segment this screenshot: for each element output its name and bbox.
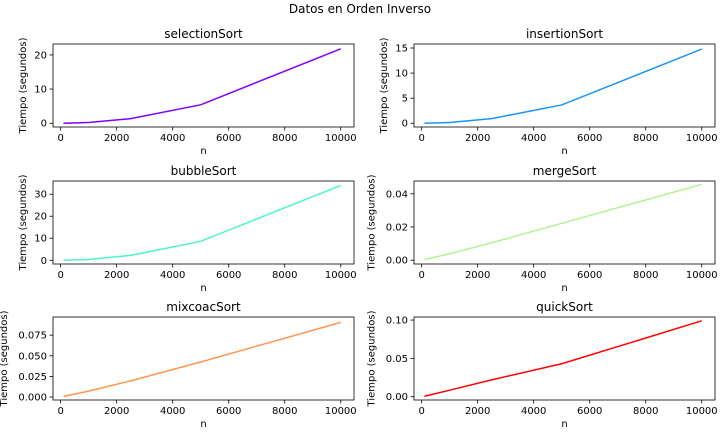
axes-frame [52, 180, 355, 265]
y-axis-label: Tiempo (segundos) [0, 310, 10, 407]
y-tick-label: 10 [34, 234, 47, 245]
x-tick-label: 0 [418, 406, 424, 417]
subplot-mergeSort: mergeSort 0 2000 4000 6000 8000 10000 0.00 0.02 0… [366, 164, 717, 294]
x-tick-label: 4000 [521, 406, 546, 417]
series-line-selectionSort [63, 48, 342, 124]
x-tick-label: 0 [418, 133, 424, 144]
x-tick-label: 0 [57, 270, 63, 281]
x-tick-label: 2000 [465, 406, 490, 417]
axes-frame [52, 316, 355, 401]
x-tick-label: 4000 [160, 406, 185, 417]
x-tick-label: 2000 [104, 270, 129, 281]
x-tick-label: 8000 [272, 270, 297, 281]
subplot-title: mergeSort [533, 164, 597, 178]
x-axis-label: n [561, 419, 567, 430]
y-tick-label: 5 [402, 94, 408, 105]
subplot-title: selectionSort [164, 27, 243, 41]
x-tick-label: 8000 [272, 406, 297, 417]
x-tick-label: 4000 [521, 270, 546, 281]
series-line-bubbleSort [63, 184, 342, 261]
x-tick-label: 4000 [160, 270, 185, 281]
y-tick-label: 0 [402, 119, 408, 130]
y-tick-label: 0.04 [386, 189, 408, 200]
y-tick-label: 0 [41, 256, 47, 267]
x-tick-label: 10000 [325, 406, 357, 417]
x-tick-label: 2000 [465, 270, 490, 281]
y-tick-label: 10 [395, 69, 408, 80]
x-tick-label: 0 [57, 406, 63, 417]
x-tick-label: 6000 [216, 406, 241, 417]
y-tick-label: 0.000 [18, 393, 47, 404]
y-tick-label: 20 [34, 50, 47, 61]
y-tick-label: 0.10 [386, 316, 408, 327]
x-axis-label: n [200, 146, 206, 157]
x-tick-label: 4000 [521, 133, 546, 144]
subplot-title: insertionSort [526, 27, 603, 41]
y-tick-label: 10 [34, 85, 47, 96]
x-tick-label: 2000 [104, 406, 129, 417]
y-axis-label: Tiempo (segundos) [366, 310, 377, 407]
x-tick-label: 6000 [577, 133, 602, 144]
x-tick-label: 2000 [104, 133, 129, 144]
x-tick-label: 10000 [686, 270, 718, 281]
subplot-bubbleSort: bubbleSort 0 2000 4000 6000 8000 10000 0 10 20 30 n… [18, 164, 356, 294]
y-axis-label: Tiempo (segundos) [366, 174, 377, 271]
x-tick-label: 0 [418, 270, 424, 281]
y-tick-label: 30 [34, 190, 47, 201]
subplot-title: mixcoacSort [166, 300, 241, 314]
subplot-insertionSort: insertionSort 0 2000 4000 6000 8000 10000 0 5 10 1… [379, 27, 717, 157]
axes-frame [413, 43, 716, 128]
x-tick-label: 6000 [216, 133, 241, 144]
y-tick-label: 0 [41, 119, 47, 130]
subplot-title: quickSort [536, 300, 593, 314]
x-tick-label: 10000 [325, 133, 357, 144]
axes-frame [413, 180, 716, 265]
series-line-insertionSort [424, 48, 703, 124]
series-line-mixcoacSort [63, 321, 341, 398]
x-tick-label: 8000 [633, 133, 658, 144]
y-tick-label: 0.025 [18, 372, 47, 383]
x-tick-label: 10000 [325, 270, 357, 281]
y-tick-label: 0.075 [18, 331, 47, 342]
x-tick-label: 6000 [216, 270, 241, 281]
x-axis-label: n [200, 283, 206, 294]
x-tick-label: 8000 [633, 270, 658, 281]
y-tick-label: 20 [34, 212, 47, 223]
subplot-mixcoacSort: mixcoacSort 0 2000 4000 6000 8000 10000 0.000 0.… [0, 300, 357, 430]
subplot-title: bubbleSort [171, 164, 237, 178]
x-tick-label: 0 [57, 133, 63, 144]
figure-suptitle: Datos en Orden Inverso [289, 2, 431, 16]
x-tick-label: 8000 [272, 133, 297, 144]
y-tick-label: 0.00 [386, 392, 408, 403]
x-axis-label: n [561, 146, 567, 157]
y-tick-label: 0.050 [18, 351, 47, 362]
x-tick-label: 6000 [577, 270, 602, 281]
subplot-quickSort: quickSort 0 2000 4000 6000 8000 10000 0.00 0.05 0… [366, 300, 717, 430]
y-tick-label: 0.05 [386, 354, 408, 365]
x-axis-label: n [200, 419, 206, 430]
series-line-quickSort [424, 320, 702, 397]
y-tick-label: 0.00 [386, 256, 408, 267]
series-line-mergeSort [424, 183, 702, 261]
y-tick-label: 15 [395, 44, 408, 55]
axes-frame [52, 43, 355, 128]
y-axis-label: Tiempo (segundos) [18, 174, 29, 271]
x-tick-label: 10000 [686, 133, 718, 144]
x-tick-label: 2000 [465, 133, 490, 144]
y-axis-label: Tiempo (segundos) [379, 37, 390, 134]
y-tick-label: 0.02 [386, 222, 408, 233]
x-tick-label: 6000 [577, 406, 602, 417]
x-tick-label: 4000 [160, 133, 185, 144]
x-tick-label: 10000 [686, 406, 718, 417]
x-axis-label: n [561, 283, 567, 294]
y-axis-label: Tiempo (segundos) [18, 37, 29, 134]
x-tick-label: 8000 [633, 406, 658, 417]
subplot-selectionSort: selectionSort 0 2000 4000 6000 8000 10000 0 10 20… [18, 27, 356, 157]
